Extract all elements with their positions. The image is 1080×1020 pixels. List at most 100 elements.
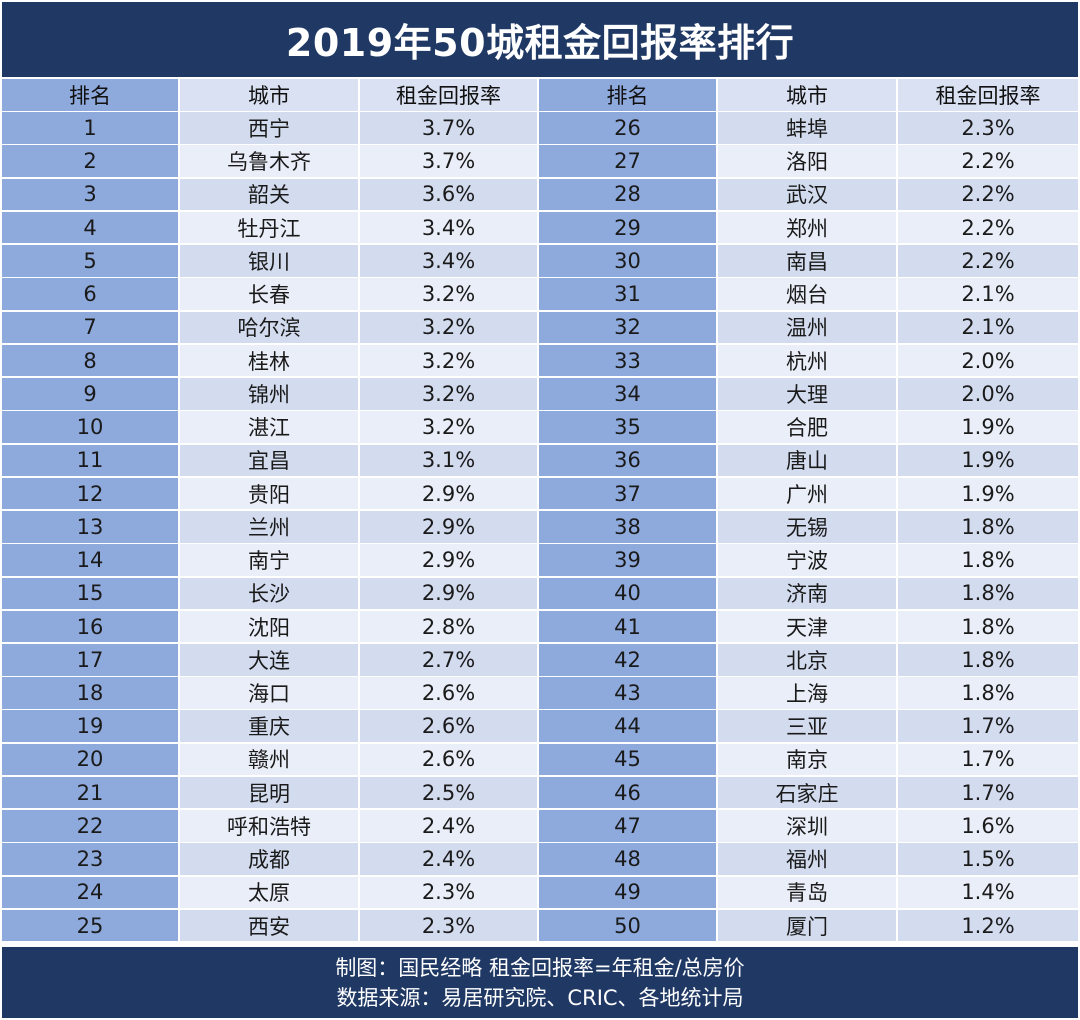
city-cell-right: 上海 <box>718 677 898 709</box>
city-cell-right: 武汉 <box>718 178 898 211</box>
yield-cell-left: 3.2% <box>360 411 539 443</box>
yield-cell-right: 1.8% <box>898 511 1078 543</box>
yield-cell-left: 2.3% <box>360 909 539 942</box>
rank-cell-right: 47 <box>539 810 718 842</box>
rank-cell-left: 21 <box>2 776 180 809</box>
rank-cell-right: 33 <box>539 344 718 377</box>
yield-cell-left: 2.3% <box>360 876 539 909</box>
yield-cell-right: 2.0% <box>898 344 1078 377</box>
city-cell-right: 大理 <box>718 378 898 410</box>
rank-cell-left: 22 <box>2 810 180 842</box>
rank-cell-right: 29 <box>539 211 718 244</box>
city-cell-right: 三亚 <box>718 710 898 742</box>
rank-cell-left: 5 <box>2 245 180 277</box>
city-cell-left: 贵阳 <box>180 477 360 510</box>
rank-cell-left: 18 <box>2 677 180 709</box>
rank-cell-right: 46 <box>539 776 718 809</box>
rank-cell-left: 12 <box>2 477 180 510</box>
rank-cell-left: 16 <box>2 610 180 643</box>
city-cell-left: 韶关 <box>180 178 360 211</box>
rank-cell-right: 42 <box>539 643 718 676</box>
city-cell-right: 南昌 <box>718 245 898 277</box>
yield-cell-left: 2.6% <box>360 677 539 709</box>
city-cell-right: 青岛 <box>718 876 898 909</box>
city-cell-right: 唐山 <box>718 444 898 477</box>
city-cell-right: 广州 <box>718 477 898 510</box>
city-cell-right: 石家庄 <box>718 776 898 809</box>
yield-cell-right: 1.9% <box>898 477 1078 510</box>
yield-cell-left: 3.2% <box>360 278 539 310</box>
yield-cell-right: 1.8% <box>898 544 1078 576</box>
city-cell-right: 无锡 <box>718 511 898 543</box>
city-cell-left: 大连 <box>180 643 360 676</box>
city-cell-left: 西宁 <box>180 112 360 144</box>
city-cell-left: 长沙 <box>180 577 360 610</box>
rank-cell-left: 19 <box>2 710 180 742</box>
city-cell-right: 郑州 <box>718 211 898 244</box>
rank-cell-left: 3 <box>2 178 180 211</box>
yield-cell-left: 3.1% <box>360 444 539 477</box>
city-cell-left: 沈阳 <box>180 610 360 643</box>
yield-cell-right: 1.7% <box>898 743 1078 776</box>
yield-cell-left: 2.9% <box>360 577 539 610</box>
rank-cell-left: 25 <box>2 909 180 942</box>
rank-cell-left: 24 <box>2 876 180 909</box>
rank-cell-right: 34 <box>539 378 718 410</box>
rank-cell-right: 37 <box>539 477 718 510</box>
yield-cell-left: 2.6% <box>360 743 539 776</box>
header-rank-left: 排名 <box>2 79 180 111</box>
rank-cell-left: 14 <box>2 544 180 576</box>
rank-cell-left: 8 <box>2 344 180 377</box>
rank-cell-left: 7 <box>2 311 180 344</box>
rank-cell-right: 43 <box>539 677 718 709</box>
yield-cell-left: 2.9% <box>360 544 539 576</box>
yield-cell-right: 2.2% <box>898 178 1078 211</box>
rank-cell-right: 27 <box>539 145 718 178</box>
city-cell-left: 银川 <box>180 245 360 277</box>
rank-cell-left: 17 <box>2 643 180 676</box>
header-city-left: 城市 <box>180 79 360 111</box>
yield-cell-right: 1.9% <box>898 444 1078 477</box>
rank-cell-right: 48 <box>539 843 718 875</box>
yield-cell-left: 2.5% <box>360 776 539 809</box>
city-cell-left: 太原 <box>180 876 360 909</box>
city-cell-right: 杭州 <box>718 344 898 377</box>
rank-cell-right: 45 <box>539 743 718 776</box>
yield-cell-right: 2.0% <box>898 378 1078 410</box>
yield-cell-right: 1.8% <box>898 677 1078 709</box>
yield-cell-left: 2.8% <box>360 610 539 643</box>
rank-cell-right: 41 <box>539 610 718 643</box>
yield-cell-left: 3.2% <box>360 344 539 377</box>
yield-cell-left: 3.7% <box>360 145 539 178</box>
city-cell-left: 海口 <box>180 677 360 709</box>
city-cell-left: 湛江 <box>180 411 360 443</box>
yield-cell-right: 2.1% <box>898 278 1078 310</box>
rank-cell-right: 36 <box>539 444 718 477</box>
yield-cell-left: 2.9% <box>360 511 539 543</box>
city-cell-right: 福州 <box>718 843 898 875</box>
rank-cell-left: 1 <box>2 112 180 144</box>
city-cell-right: 烟台 <box>718 278 898 310</box>
footer-credit: 制图：国民经略 租金回报率=年租金/总房价 <box>335 955 745 980</box>
rank-cell-right: 44 <box>539 710 718 742</box>
rank-cell-left: 15 <box>2 577 180 610</box>
city-cell-left: 乌鲁木齐 <box>180 145 360 178</box>
rank-cell-right: 31 <box>539 278 718 310</box>
city-cell-left: 长春 <box>180 278 360 310</box>
city-cell-left: 桂林 <box>180 344 360 377</box>
yield-cell-right: 2.2% <box>898 145 1078 178</box>
yield-cell-right: 1.9% <box>898 411 1078 443</box>
yield-cell-right: 1.6% <box>898 810 1078 842</box>
city-cell-right: 南京 <box>718 743 898 776</box>
rank-cell-right: 38 <box>539 511 718 543</box>
city-cell-right: 温州 <box>718 311 898 344</box>
yield-cell-right: 2.2% <box>898 245 1078 277</box>
city-cell-right: 天津 <box>718 610 898 643</box>
header-yield-left: 租金回报率 <box>360 79 539 111</box>
yield-cell-right: 1.4% <box>898 876 1078 909</box>
rank-cell-left: 23 <box>2 843 180 875</box>
city-cell-left: 牡丹江 <box>180 211 360 244</box>
rank-cell-right: 40 <box>539 577 718 610</box>
yield-cell-left: 2.4% <box>360 843 539 875</box>
